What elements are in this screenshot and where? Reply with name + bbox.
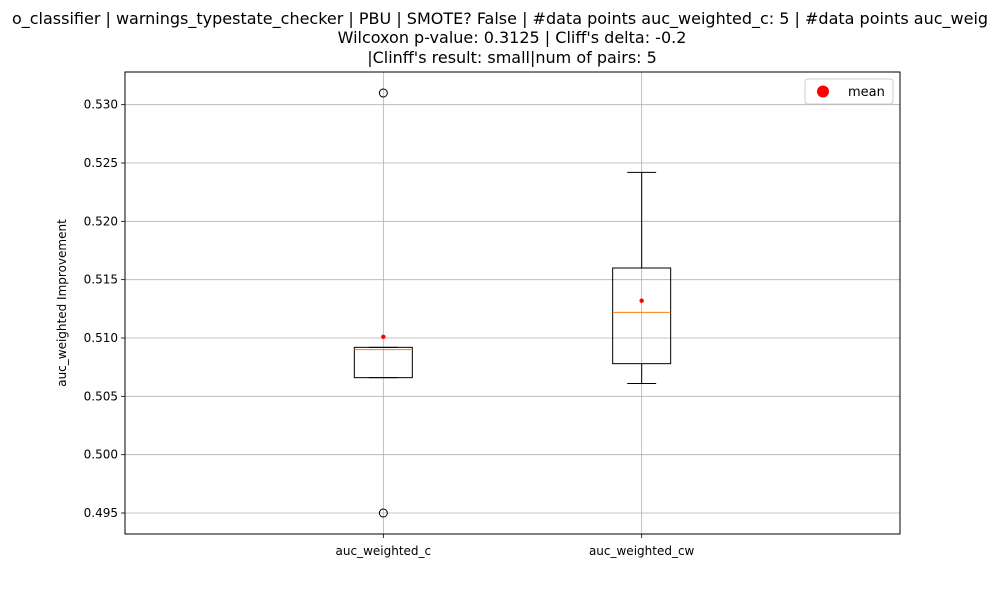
iqr-box [353,346,413,379]
iqr-box [612,267,672,365]
chart-title-line-1: o_classifier | warnings_typestate_checke… [12,9,988,29]
mean-marker [639,298,644,303]
outlier-point [378,88,388,98]
plot-area-frame [124,71,901,535]
x-axis-ticks: auc_weighted_c auc_weighted_cw [336,534,695,558]
chart-title-line-2: Wilcoxon p-value: 0.3125 | Cliff's delta… [338,28,687,47]
y-tick-label: 0.500 [84,448,118,462]
y-tick-label: 0.515 [84,273,118,287]
y-tick-label: 0.505 [84,389,118,403]
legend-mean-marker [817,85,829,98]
y-axis-label: auc_weighted Improvement [55,219,69,387]
y-tick-label: 0.530 [84,98,118,112]
x-tick-label: auc_weighted_cw [589,544,695,558]
outlier-point [378,508,388,518]
box-group-auc_weighted_cw [612,171,672,384]
y-axis-ticks: 0.495 0.500 0.505 0.510 0.515 0.520 0.525 0.530 [84,98,125,520]
y-tick-label: 0.495 [84,506,118,520]
x-tick-label: auc_weighted_c [336,544,432,558]
legend-mean-label: mean [848,85,885,100]
legend-frame [804,78,894,105]
y-tick-label: 0.525 [84,156,118,170]
boxes [353,88,672,518]
chart-title-line-3: |Clinff's result: small|num of pairs: 5 [367,48,657,67]
mean-marker [381,334,386,340]
legend: mean [804,78,894,105]
box-group-auc_weighted_c [353,88,413,518]
y-tick-label: 0.520 [84,214,118,228]
y-tick-label: 0.510 [84,331,118,345]
grid-lines [125,72,900,534]
